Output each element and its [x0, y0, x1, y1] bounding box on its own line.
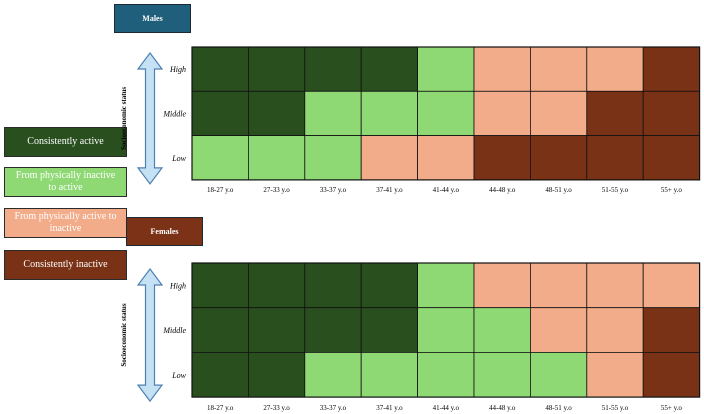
heatmap-cell [304, 90, 362, 137]
y-axis-label: Socioeconomic status [120, 303, 128, 366]
heatmap-cell [191, 46, 249, 92]
heatmap-cell [247, 135, 306, 181]
legend-consistently-active: Consistently active [4, 127, 127, 157]
legend-active-to-inactive: From physically active to inactive [4, 208, 127, 238]
heatmap-cell [417, 351, 475, 398]
heatmap-cell [586, 351, 644, 398]
heatmap-cell [417, 262, 475, 309]
heatmap-cell [417, 307, 475, 353]
row-label: Middle [162, 326, 186, 335]
heatmap-cell [530, 307, 588, 353]
column-label: 37-41 y.o [376, 186, 403, 194]
column-label: 18-27 y.o [207, 186, 234, 194]
heatmap-cell [642, 351, 701, 398]
column-label: 51-55 y.o [602, 186, 629, 194]
heatmap-cell [191, 307, 249, 353]
heatmap-cell [642, 46, 701, 92]
heatmap-cell [473, 46, 531, 92]
column-label: 48-51 y.o [545, 186, 572, 194]
heatmap-cell [247, 90, 306, 137]
heatmap-cell [304, 135, 362, 181]
heatmap-cell [304, 307, 362, 353]
heatmap-cell [642, 262, 701, 309]
heatmap-cell [304, 262, 362, 309]
heatmap-cell [586, 135, 644, 181]
legend-consistently-inactive: Consistently inactive [4, 250, 127, 280]
heatmap-cell [360, 351, 419, 398]
heatmap-cell [586, 90, 644, 137]
column-label: 18-27 y.o [207, 404, 234, 412]
heatmap-cell [360, 262, 419, 309]
heatmap-cell [417, 135, 475, 181]
heatmap-cell [473, 307, 531, 353]
column-label: 37-41 y.o [376, 404, 403, 412]
females-panel-label: Females [126, 217, 203, 246]
heatmap-cell [473, 90, 531, 137]
heatmap-cell [473, 351, 531, 398]
y-axis-label: Socioeconomic status [120, 87, 128, 150]
column-label: 41-44 y.o [433, 404, 460, 412]
heatmap-cell [417, 46, 475, 92]
heatmap-cell [304, 46, 362, 92]
heatmap-cell [191, 351, 249, 398]
heatmap-cell [360, 90, 419, 137]
column-label: 48-51 y.o [545, 404, 572, 412]
heatmap-cell [360, 46, 419, 92]
heatmap-cell [642, 307, 701, 353]
legend-label: From physically active to inactive [14, 211, 117, 234]
column-label: 27-33 y.o [263, 186, 290, 194]
heatmap-cell [304, 351, 362, 398]
heatmap-cell [247, 262, 306, 309]
heatmap-cell [530, 90, 588, 137]
heatmap-cell [191, 262, 249, 309]
heatmap-cell [360, 135, 419, 181]
heatmap-cell [247, 351, 306, 398]
column-label: 55+ y.o [661, 404, 682, 412]
legend-label: Consistently active [27, 136, 104, 147]
heatmap-cell [530, 135, 588, 181]
heatmap-cell [586, 46, 644, 92]
row-label: Low [171, 371, 186, 380]
column-label: 27-33 y.o [263, 404, 290, 412]
heatmap-cell [530, 262, 588, 309]
heatmap-cell [642, 135, 701, 181]
row-label: Low [171, 154, 186, 163]
heatmap-cell [191, 135, 249, 181]
grid-border [191, 262, 701, 398]
males-title: Males [142, 14, 163, 23]
column-label: 44-48 y.o [489, 404, 516, 412]
column-label: 33-37 y.o [320, 404, 347, 412]
heatmap-cell [473, 135, 531, 181]
heatmap-cell [642, 90, 701, 137]
row-label: High [169, 281, 186, 290]
heatmap-cell [417, 90, 475, 137]
legend-inactive-to-active: From physically inactive to active [4, 167, 127, 197]
females-title: Females [150, 227, 179, 236]
males-panel-label: Males [114, 4, 191, 33]
column-label: 44-48 y.o [489, 186, 516, 194]
heatmap-cell [530, 46, 588, 92]
heatmap-cell [247, 46, 306, 92]
row-label: High [169, 65, 186, 74]
heatmap-cell [191, 90, 249, 137]
column-label: 55+ y.o [661, 186, 682, 194]
heatmap-cell [360, 307, 419, 353]
heatmap-cell [586, 262, 644, 309]
heatmap-cell [473, 262, 531, 309]
row-label: Middle [162, 109, 186, 118]
column-label: 33-37 y.o [320, 186, 347, 194]
grid-border [191, 46, 701, 181]
legend-label: Consistently inactive [23, 259, 108, 270]
heatmap-cell [586, 307, 644, 353]
double-arrow-icon [136, 52, 164, 185]
heatmap-cell [247, 307, 306, 353]
column-label: 41-44 y.o [433, 186, 460, 194]
legend-label: From physically inactive to active [15, 170, 116, 193]
double-arrow-icon [136, 268, 164, 403]
column-label: 51-55 y.o [602, 404, 629, 412]
heatmap-cell [530, 351, 588, 398]
